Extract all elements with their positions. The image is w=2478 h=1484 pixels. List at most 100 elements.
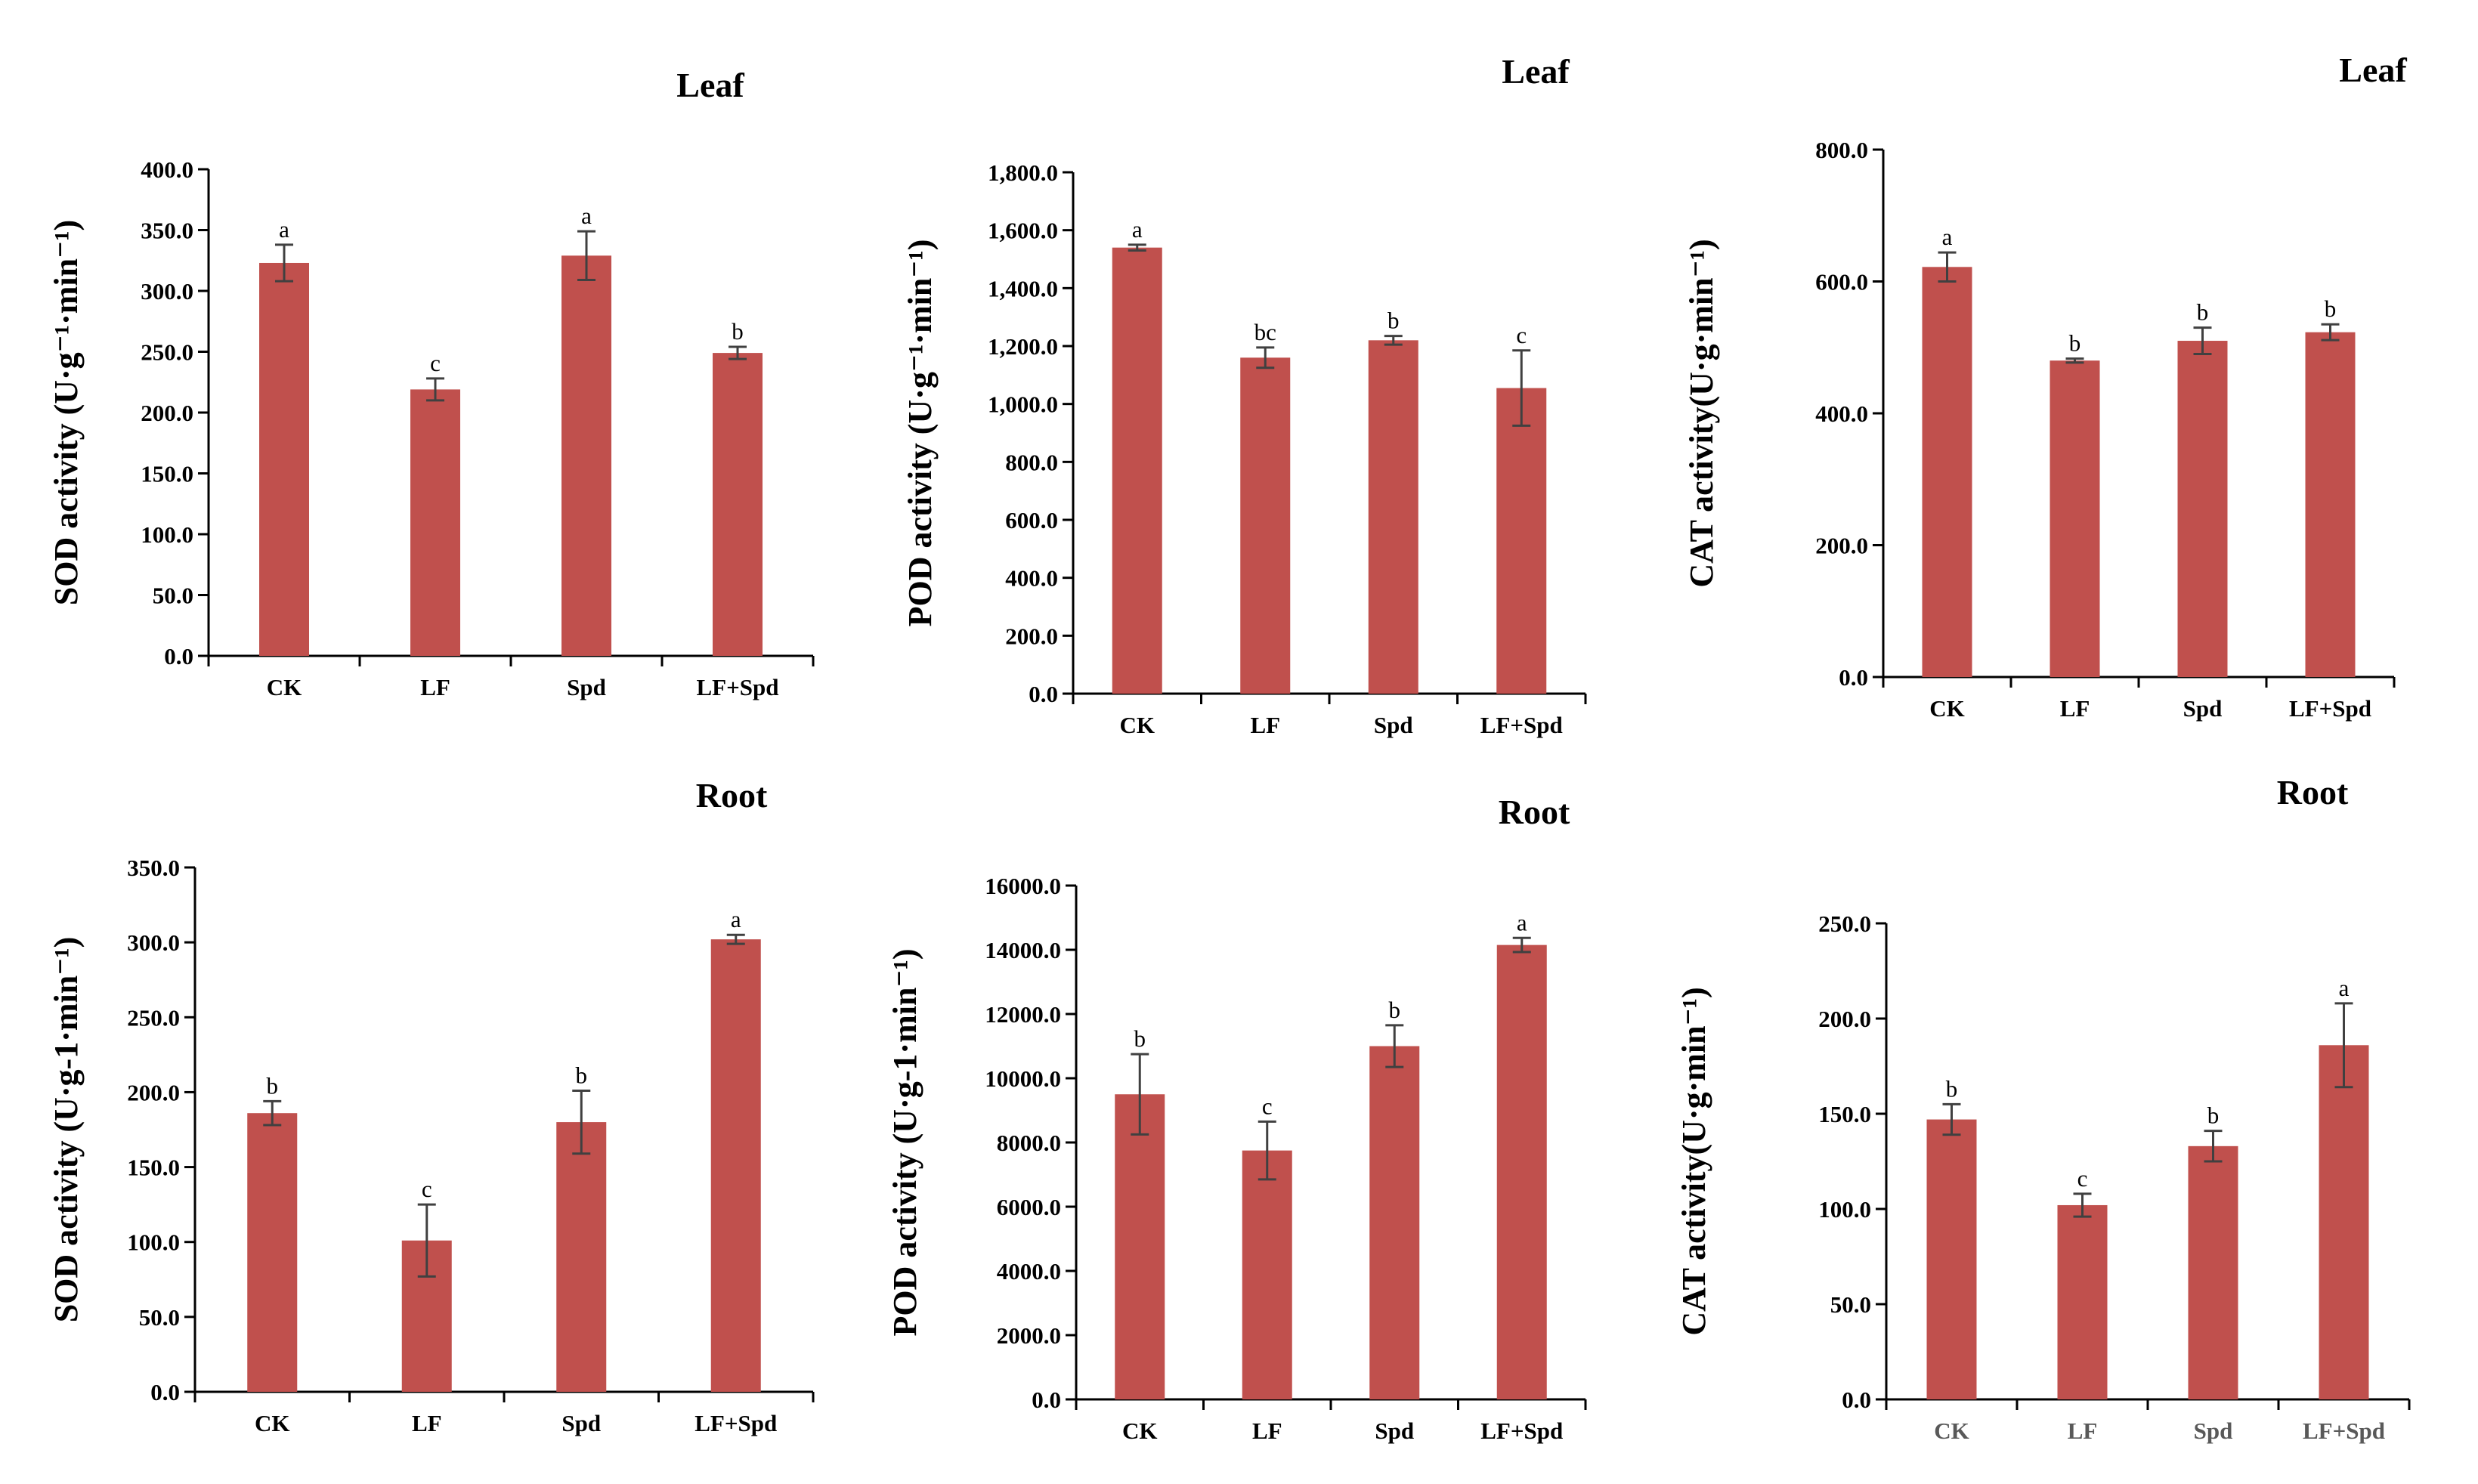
x-category-label: CK <box>267 674 302 700</box>
y-tick-label: 1,200.0 <box>988 333 1058 360</box>
significance-letter: a <box>1517 909 1527 935</box>
bar-lf-plus-spd <box>710 939 761 1392</box>
x-category-label: CK <box>1120 712 1155 738</box>
y-tick-label: 50.0 <box>153 583 193 609</box>
significance-letter: b <box>2207 1102 2220 1129</box>
y-axis-label: CAT activity(U·g·min⁻¹) <box>1683 239 1720 587</box>
y-tick-label: 600.0 <box>1815 269 1868 295</box>
y-tick-label: 1,400.0 <box>988 275 1058 301</box>
y-tick-label: 250.0 <box>1818 910 1871 937</box>
bar-ck <box>1922 267 1972 677</box>
significance-letter: b <box>1389 997 1401 1023</box>
chart-panel-2: Leaf POD activity (U·g⁻¹·min⁻¹) 0.0 200.0 40… <box>902 52 1587 738</box>
y-tick-label: 400.0 <box>1005 565 1058 592</box>
significance-letter: b <box>2069 330 2081 357</box>
x-category-label: LF <box>1252 1418 1282 1444</box>
y-tick-label: 1,000.0 <box>988 391 1058 418</box>
x-category-label: LF+Spd <box>1480 1418 1563 1444</box>
y-tick-label: 0.0 <box>1032 1387 1061 1413</box>
y-tick-label: 200.0 <box>141 400 193 426</box>
significance-letter: b <box>732 318 744 345</box>
x-category-label: CK <box>1929 695 1965 722</box>
bar-lf <box>1242 1150 1292 1399</box>
bar-lf-plus-spd <box>713 353 763 656</box>
y-tick-label: 250.0 <box>127 1004 180 1031</box>
y-tick-label: 100.0 <box>127 1229 180 1256</box>
y-tick-label: 800.0 <box>1815 137 1868 163</box>
y-axis-label: SOD activity (U·g⁻¹·min⁻¹) <box>48 220 85 605</box>
x-category-label: Spd <box>1375 1418 1414 1444</box>
y-tick-label: 150.0 <box>1818 1101 1871 1127</box>
significance-letter: c <box>2077 1165 2088 1192</box>
bar-lf <box>410 389 460 656</box>
bar-lf <box>2057 1204 2108 1399</box>
bar-lf-plus-spd <box>1496 388 1547 694</box>
y-tick-label: 400.0 <box>1815 400 1868 427</box>
significance-letter: b <box>2197 299 2209 326</box>
y-tick-label: 0.0 <box>1839 664 1868 691</box>
significance-letter: a <box>1132 216 1143 243</box>
y-tick-label: 0.0 <box>164 643 193 669</box>
significance-letter: b <box>1946 1075 1958 1102</box>
bar-spd <box>2188 1145 2238 1399</box>
significance-letter: c <box>1516 322 1527 348</box>
y-tick-label: 8000.0 <box>997 1130 1061 1156</box>
bar-lf <box>1240 357 1291 694</box>
x-category-label: Spd <box>1374 712 1413 738</box>
significance-letter: b <box>1134 1025 1146 1052</box>
y-axis-label: POD activity (U·g-1·min⁻¹) <box>886 948 923 1336</box>
chart-panel-4: Root SOD activity (U·g-1·min⁻¹) 0.0 50.0 100… <box>48 776 815 1436</box>
chart-title: Leaf <box>2339 51 2407 89</box>
x-category-label: LF <box>420 674 450 700</box>
significance-letter: c <box>422 1176 432 1202</box>
y-tick-label: 50.0 <box>1830 1291 1871 1318</box>
y-tick-label: 350.0 <box>127 855 180 881</box>
bar-lf-plus-spd <box>2305 332 2356 677</box>
y-tick-label: 200.0 <box>1815 533 1868 559</box>
x-category-label: CK <box>1934 1418 1969 1444</box>
chart-panel-3: Leaf CAT activity(U·g·min⁻¹) 0.0 200.0 400.0… <box>1683 51 2407 722</box>
y-tick-label: 1,800.0 <box>988 159 1058 186</box>
x-category-label: LF <box>412 1410 442 1436</box>
significance-letter: a <box>731 906 741 932</box>
y-tick-label: 0.0 <box>150 1379 180 1405</box>
y-axis-label: SOD activity (U·g-1·min⁻¹) <box>48 937 85 1323</box>
chart-panel-6: Root CAT activity(U·g·min⁻¹) 0.0 50.0 100.0 1… <box>1675 773 2411 1444</box>
x-category-label: LF+Spd <box>2303 1418 2385 1444</box>
bar-spd <box>2177 341 2228 677</box>
chart-title: Root <box>1499 793 1570 831</box>
significance-letter: b <box>576 1062 588 1088</box>
chart-title: Leaf <box>676 66 744 104</box>
bar-spd <box>1368 340 1418 694</box>
bar-lf-plus-spd <box>2319 1045 2369 1399</box>
y-tick-label: 200.0 <box>1005 623 1058 649</box>
x-category-label: LF+Spd <box>697 674 779 700</box>
x-category-label: CK <box>255 1410 290 1436</box>
y-tick-label: 200.0 <box>127 1079 180 1105</box>
y-tick-label: 1,600.0 <box>988 218 1058 244</box>
x-category-label: Spd <box>2194 1418 2233 1444</box>
significance-letter: a <box>581 203 592 229</box>
chart-title: Root <box>2277 773 2349 812</box>
bar-ck <box>247 1113 298 1392</box>
y-tick-label: 0.0 <box>1842 1387 1871 1413</box>
y-tick-label: 300.0 <box>141 278 193 305</box>
x-category-label: Spd <box>2183 695 2223 722</box>
y-tick-label: 800.0 <box>1005 449 1058 475</box>
x-category-label: LF <box>2068 1418 2098 1444</box>
x-category-label: LF+Spd <box>2289 695 2371 722</box>
chart-panel-5: Root POD activity (U·g-1·min⁻¹) 0.0 2000.0 4… <box>886 793 1587 1444</box>
bar-spd <box>556 1122 607 1392</box>
y-tick-label: 400.0 <box>141 156 193 183</box>
x-category-label: LF+Spd <box>695 1410 777 1436</box>
significance-letter: b <box>1387 308 1400 334</box>
y-axis-label: CAT activity(U·g·min⁻¹) <box>1675 987 1712 1335</box>
significance-letter: c <box>430 350 441 376</box>
y-tick-label: 12000.0 <box>985 1001 1061 1028</box>
bar-lf <box>2050 360 2100 677</box>
x-category-label: LF <box>1250 712 1280 738</box>
bar-spd <box>1369 1046 1420 1399</box>
bar-lf-plus-spd <box>1496 945 1547 1399</box>
